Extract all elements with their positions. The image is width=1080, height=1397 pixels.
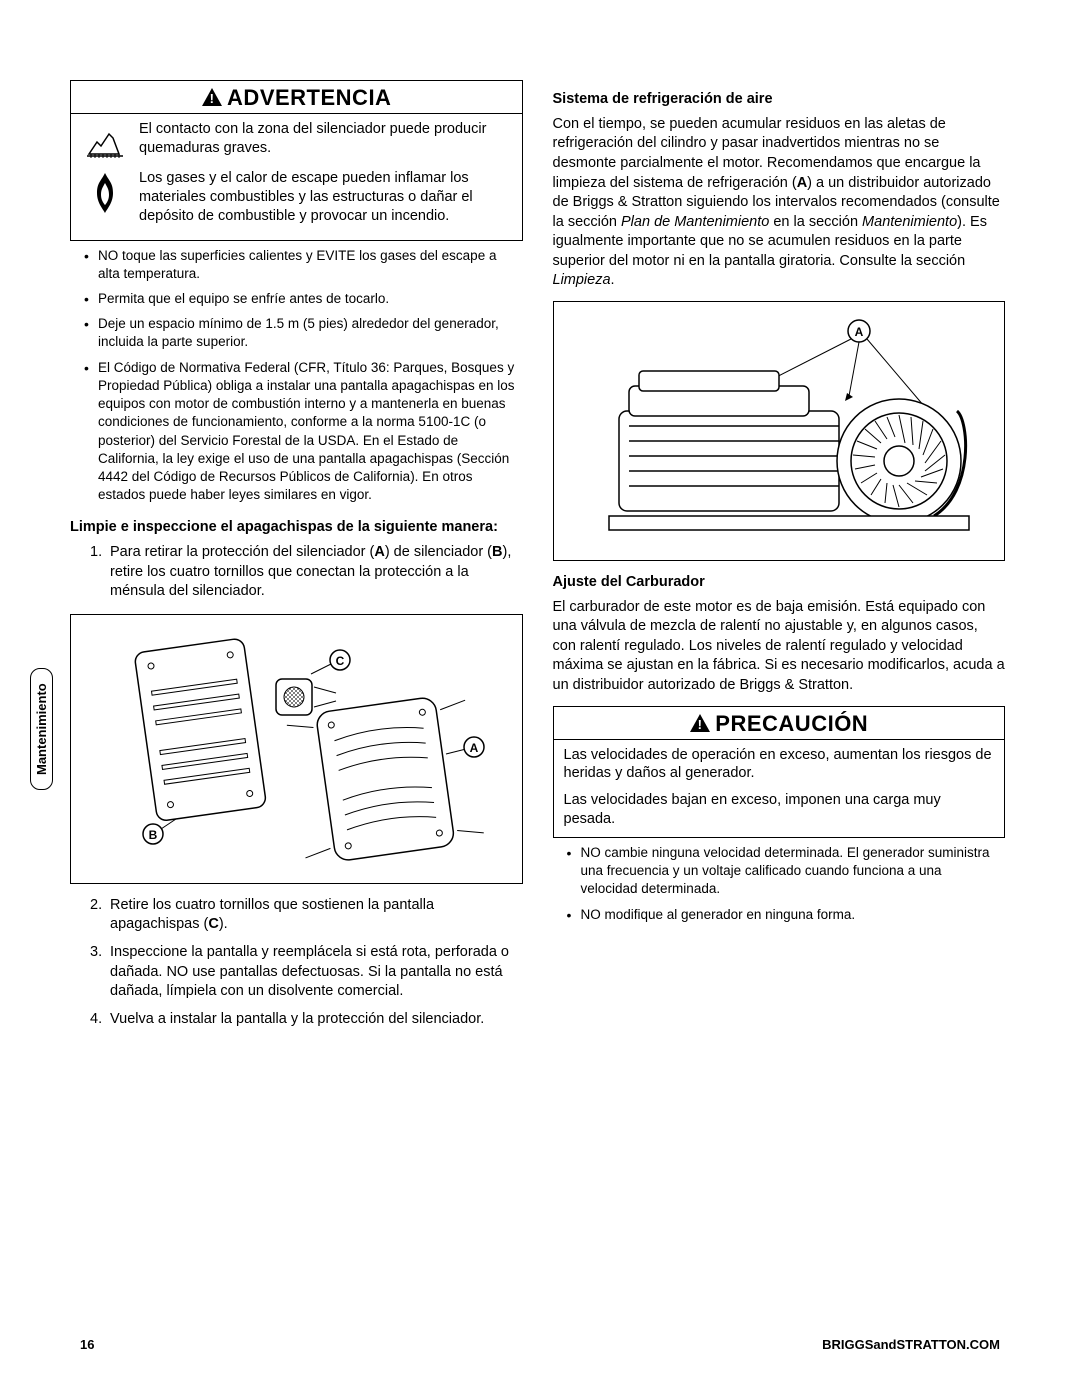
engine-fig-label-a: A (854, 325, 863, 339)
carburetor-heading: Ajuste del Carburador (553, 573, 1006, 592)
bullet-item: El Código de Normativa Federal (CFR, Tít… (84, 359, 519, 505)
clean-steps: Para retirar la protección del silenciad… (70, 543, 523, 602)
warning-row-burn: El contacto con la zona del silenciador … (81, 120, 512, 163)
step-3: Inspeccione la pantalla y reemplácela si… (90, 943, 523, 1002)
svg-text:!: ! (210, 91, 215, 106)
fig-label-c: C (336, 654, 345, 668)
bullet-item: Deje un espacio mínimo de 1.5 m (5 pies)… (84, 315, 519, 351)
page-number: 16 (80, 1337, 94, 1352)
bullet-item: NO toque las superficies calientes y EVI… (84, 247, 519, 283)
engine-diagram-svg: A (569, 311, 989, 551)
left-column: ! ADVERTENCIA El contacto con la zona del… (70, 80, 523, 1041)
step-4: Vuelva a instalar la pantalla y la prote… (90, 1010, 523, 1030)
warning-triangle-icon: ! (201, 87, 223, 107)
fig-label-b: B (149, 828, 158, 842)
cooling-paragraph: Con el tiempo, se pueden acumular residu… (553, 115, 1006, 291)
muffler-figure: C A B (70, 614, 523, 884)
bullet-item: NO modifique al generador en ninguna for… (567, 906, 1002, 924)
right-column: Sistema de refrigeración de aire Con el … (553, 80, 1006, 1041)
clean-steps-cont: Retire los cuatro tornillos que sostiene… (70, 896, 523, 1029)
page-footer: 16 BRIGGSandSTRATTON.COM (80, 1337, 1000, 1352)
fire-hazard-icon (81, 169, 129, 220)
warning-fire-text: Los gases y el calor de escape pueden in… (139, 169, 512, 226)
precaucion-body: Las velocidades de operación en exceso, … (554, 740, 1005, 837)
warning-burn-text: El contacto con la zona del silenciador … (139, 120, 512, 158)
fig-label-a: A (470, 741, 479, 755)
content-columns: ! ADVERTENCIA El contacto con la zona del… (70, 80, 1005, 1041)
caution-triangle-icon: ! (689, 713, 711, 733)
precaucion-bullets: NO cambie ninguna velocidad determinada.… (553, 844, 1006, 924)
svg-text:!: ! (698, 717, 703, 732)
side-tab: Mantenimiento (30, 668, 53, 790)
advertencia-box: ! ADVERTENCIA El contacto con la zona del… (70, 80, 523, 241)
advertencia-title: ADVERTENCIA (227, 85, 391, 110)
engine-figure: A (553, 301, 1006, 561)
advertencia-bullets: NO toque las superficies calientes y EVI… (70, 247, 523, 505)
precaucion-header: ! PRECAUCIÓN (554, 707, 1005, 740)
bullet-item: NO cambie ninguna velocidad determinada.… (567, 844, 1002, 899)
precaucion-para-1: Las velocidades de operación en exceso, … (564, 746, 995, 784)
precaucion-para-2: Las velocidades bajan en exceso, imponen… (564, 791, 995, 829)
advertencia-header: ! ADVERTENCIA (71, 81, 522, 114)
warning-row-fire: Los gases y el calor de escape pueden in… (81, 169, 512, 226)
step-2: Retire los cuatro tornillos que sostiene… (90, 896, 523, 935)
cooling-heading: Sistema de refrigeración de aire (553, 90, 1006, 109)
precaucion-title: PRECAUCIÓN (715, 711, 868, 736)
burn-hazard-icon (81, 120, 129, 163)
advertencia-body: El contacto con la zona del silenciador … (71, 114, 522, 240)
carburetor-paragraph: El carburador de este motor es de baja e… (553, 598, 1006, 696)
step-1: Para retirar la protección del silenciad… (90, 543, 523, 602)
clean-instructions-heading: Limpie e inspeccione el apagachispas de … (70, 518, 523, 537)
muffler-diagram-svg: C A B (106, 624, 486, 874)
precaucion-box: ! PRECAUCIÓN Las velocidades de operación… (553, 706, 1006, 838)
footer-site: BRIGGSandSTRATTON.COM (822, 1337, 1000, 1352)
bullet-item: Permita que el equipo se enfríe antes de… (84, 290, 519, 308)
